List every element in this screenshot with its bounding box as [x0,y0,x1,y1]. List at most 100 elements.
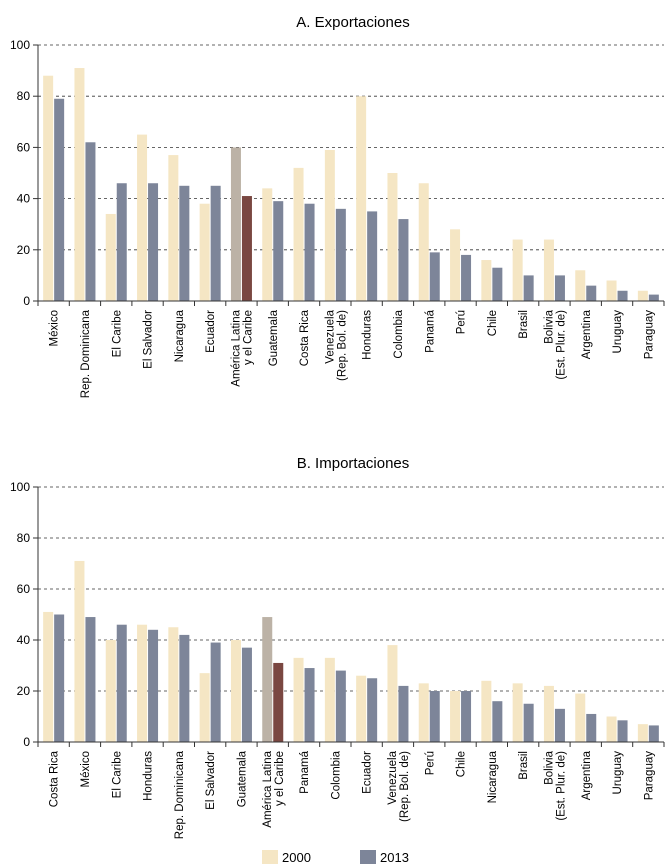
chart-a-bar-2000 [481,260,492,301]
chart-a-bar-2000 [168,155,179,301]
chart-a-bar-2000 [543,239,554,301]
chart-b-bar-2000 [606,716,617,742]
chart-a-bar-2013 [554,275,565,301]
chart-b-bar-2013 [273,662,284,742]
chart-a-y-tick-label: 40 [17,192,31,206]
chart-b-bar-2000 [481,680,492,742]
legend-item-2013: 2013 [360,850,409,865]
chart-b-bar-2000 [450,691,461,742]
chart-b-bar-2013 [85,617,96,742]
chart-b-bar-2000 [230,640,241,742]
chart-a-category-label: México [49,310,61,346]
chart-b-title: B. Importaciones [297,455,410,472]
chart-a-exportaciones: 0 20 40 60 80 100 México Rep. Dominicana El Cari… [10,38,665,398]
chart-a-bar-2013 [492,267,503,301]
chart-b-bar-2013 [148,629,159,742]
chart-a-category-label: El Caribe [111,310,123,357]
chart-b-bar-2013 [461,691,472,742]
chart-b-bar-2000 [43,611,54,742]
chart-a-bar-2013 [461,254,472,301]
chart-b-category-label: Paraguay [643,751,655,800]
chart-b-category-label: El Caribe [111,751,123,798]
legend-item-2000: 2000 [262,850,311,865]
chart-b-bar-2000 [293,657,304,742]
chart-a-bar-2000 [450,229,461,301]
chart-a-bar-2000 [637,290,648,301]
chart-b-bar-2013 [523,703,534,742]
chart-a-bar-2000 [105,213,116,301]
chart-b-y-tick-label: 0 [23,735,30,749]
chart-b-bar-2000 [105,640,116,742]
chart-b-category-label: El Salvador [205,751,217,810]
chart-a-category-label: Venezuela(Rep. Bol. de) [324,309,348,381]
chart-a-bar-2013 [335,208,346,301]
chart-b-bar-2000 [74,560,85,742]
chart-b-bar-2000 [168,627,179,742]
chart-a-category-label: Uruguay [612,310,624,354]
chart-a-bar-2000 [512,239,523,301]
chart-a-category-label: Costa Rica [299,309,311,366]
chart-a-bar-2013 [54,98,65,301]
chart-b-bar-2013 [429,691,440,742]
chart-b-bar-2000 [137,624,148,742]
chart-a-category-label: Colombia [393,309,405,358]
chart-a-category-label: Guatemala [268,309,280,366]
chart-a-bar-2000 [575,270,586,301]
chart-a-bar-2013 [367,211,378,301]
chart-b-category-label: Brasil [518,751,530,780]
chart-a-category-label: Perú [456,310,468,334]
chart-b-bar-2013 [617,720,628,742]
legend-label-2000: 2000 [282,850,311,865]
chart-a-bar-2000 [293,167,304,301]
chart-b-bar-2013 [586,713,597,742]
chart-b-importaciones: 0 20 40 60 80 100 Costa Rica México El Caribe Hon… [10,480,665,839]
chart-a-y-tick-label: 60 [17,140,31,154]
chart-b-category-label: Bolivia(Est. Plur. de) [543,750,567,820]
chart-b-category-label: Panamá [299,750,311,793]
chart-b-category-label: América Latinay el Caribe [262,750,286,827]
chart-b-bar-2000 [418,683,429,742]
chart-a-bar-2000 [324,149,335,301]
chart-a-category-label: Paraguay [643,310,655,359]
chart-a-bar-2013 [116,183,127,301]
chart-a-bar-2013 [85,142,96,301]
chart-b-category-label: Honduras [143,751,155,801]
chart-a-category-label: Panamá [424,309,436,352]
chart-a-category-label: Ecuador [205,310,217,353]
chart-a-bar-2000 [137,134,148,301]
chart-a-bar-2000 [356,96,367,301]
chart-a-bar-2013 [241,196,252,301]
chart-b-bar-2000 [324,657,335,742]
chart-a-bar-2013 [210,185,221,301]
chart-a-bar-2013 [273,201,284,301]
chart-a-category-label: Rep. Dominicana [80,309,92,398]
chart-a-title: A. Exportaciones [296,14,409,31]
chart-a-category-label: Bolivia(Est. Plur. de) [543,309,567,379]
chart-b-bar-2013 [648,725,659,742]
chart-a-bar-2013 [398,219,409,301]
chart-b-bar-2000 [199,673,210,742]
chart-a-bar-2013 [586,285,597,301]
chart-b-category-label: Nicaragua [487,750,499,803]
chart-a-category-label: América Latinay el Caribe [230,309,254,386]
chart-b-category-label: Uruguay [612,751,624,795]
chart-b-category-label: Guatemala [236,750,248,807]
chart-b-category-label: Venezuela(Rep. Bol. de) [387,750,411,822]
chart-a-bar-2000 [199,203,210,301]
chart-a-category-label: Chile [487,310,499,336]
chart-a-bar-2000 [43,75,54,301]
chart-a-category-label: Brasil [518,310,530,339]
chart-b-bar-2013 [241,647,252,742]
chart-b-bar-2000 [575,693,586,742]
chart-b-bar-2013 [210,642,221,742]
chart-a-bar-2013 [429,252,440,301]
chart-b-bar-2013 [398,685,409,742]
legend-label-2013: 2013 [380,850,409,865]
chart-a-bar-2000 [606,280,617,301]
chart-a-bar-2000 [74,68,85,301]
chart-a-bar-2013 [523,275,534,301]
chart-a-y-tick-label: 80 [17,89,31,103]
chart-b-category-label: Argentina [581,750,593,800]
legend-swatch-2000 [262,850,278,864]
chart-a-y-tick-label: 100 [10,38,30,52]
